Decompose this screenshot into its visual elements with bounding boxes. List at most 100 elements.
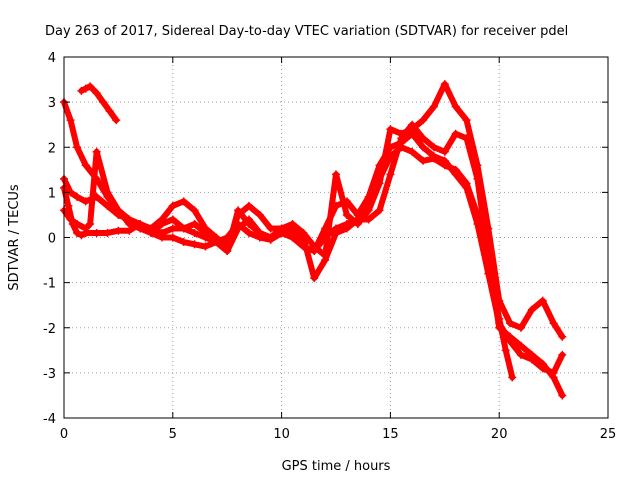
data-point xyxy=(190,228,199,237)
data-point xyxy=(244,219,253,228)
data-point xyxy=(473,161,482,170)
data-point xyxy=(255,228,264,237)
data-point xyxy=(103,228,112,237)
data-point xyxy=(157,228,166,237)
data-markers xyxy=(60,80,567,400)
y-tick-label: 2 xyxy=(48,141,56,156)
data-point xyxy=(527,305,536,314)
data-point xyxy=(114,226,123,235)
series-trace-3 xyxy=(60,80,567,341)
data-point xyxy=(364,192,373,201)
data-point xyxy=(321,224,330,233)
data-point xyxy=(549,319,558,328)
y-tick-label: 4 xyxy=(48,51,56,66)
x-tick-label: 5 xyxy=(169,427,177,442)
data-point xyxy=(429,143,438,152)
x-tick-label: 25 xyxy=(600,427,617,442)
data-point xyxy=(212,238,221,247)
data-point xyxy=(386,170,395,179)
data-point xyxy=(375,206,384,215)
data-point xyxy=(125,215,134,224)
data-point xyxy=(66,116,75,125)
data-point xyxy=(190,219,199,228)
data-point xyxy=(112,116,121,125)
y-tick-label: -4 xyxy=(43,412,56,427)
data-point xyxy=(332,170,340,179)
data-point xyxy=(440,80,449,89)
data-point xyxy=(342,197,351,206)
data-point xyxy=(342,210,351,219)
axis-ticks: 0 5 10 15 20 25 -4 -3 -2 -1 0 1 2 3 4 xyxy=(43,51,616,442)
data-point xyxy=(244,201,253,210)
data-point xyxy=(168,215,177,224)
data-point xyxy=(288,228,297,237)
data-point xyxy=(506,337,515,346)
data-point xyxy=(299,228,308,237)
data-point xyxy=(136,224,145,233)
data-point xyxy=(92,89,101,98)
data-point xyxy=(408,129,417,138)
data-point xyxy=(484,269,493,278)
data-point xyxy=(332,201,340,210)
data-point xyxy=(364,215,373,224)
data-point xyxy=(419,156,428,165)
data-point xyxy=(353,210,362,219)
data-point xyxy=(223,247,232,256)
data-point xyxy=(81,197,90,206)
data-point xyxy=(234,206,243,215)
data-point xyxy=(419,143,428,152)
data-point xyxy=(105,107,114,116)
data-point xyxy=(473,219,482,228)
data-point xyxy=(66,215,75,224)
y-tick-label: 3 xyxy=(48,96,56,111)
data-point xyxy=(451,102,460,111)
data-point xyxy=(375,179,384,188)
data-point xyxy=(506,319,515,328)
data-point xyxy=(419,116,428,125)
data-point xyxy=(86,219,95,228)
series-trace-4 xyxy=(60,129,567,377)
chart-title: Day 263 of 2017, Sidereal Day-to-day VTE… xyxy=(45,24,568,39)
data-point xyxy=(375,161,384,170)
data-point xyxy=(190,240,199,249)
x-tick-label: 15 xyxy=(382,427,399,442)
data-point xyxy=(92,147,101,156)
data-point xyxy=(201,228,210,237)
data-point xyxy=(397,129,406,138)
data-point xyxy=(179,224,188,233)
data-point xyxy=(516,323,525,332)
data-point xyxy=(419,134,428,143)
x-tick-label: 10 xyxy=(273,427,290,442)
data-point xyxy=(321,251,330,260)
data-point xyxy=(451,129,460,138)
data-point xyxy=(64,201,73,210)
data-point xyxy=(73,228,82,237)
data-point xyxy=(103,201,112,210)
data-point xyxy=(92,228,101,237)
data-point xyxy=(558,350,567,359)
data-point xyxy=(429,102,438,111)
data-point xyxy=(201,242,210,251)
data-point xyxy=(125,226,134,235)
data-point xyxy=(558,391,567,400)
data-point xyxy=(299,242,308,251)
data-point xyxy=(495,319,504,328)
data-point xyxy=(508,373,517,382)
data-point xyxy=(527,355,536,364)
data-point xyxy=(266,233,275,242)
data-point xyxy=(516,350,525,359)
data-point xyxy=(288,219,297,228)
y-tick-label: -2 xyxy=(43,322,56,337)
data-point xyxy=(255,210,264,219)
data-point xyxy=(353,219,362,228)
data-point xyxy=(86,82,95,91)
data-point xyxy=(73,143,82,152)
data-point xyxy=(462,183,471,192)
data-point xyxy=(440,147,449,156)
data-point xyxy=(190,206,199,215)
data-point xyxy=(266,224,275,233)
series-band xyxy=(61,144,516,381)
data-point xyxy=(77,231,86,240)
data-point xyxy=(168,233,177,242)
